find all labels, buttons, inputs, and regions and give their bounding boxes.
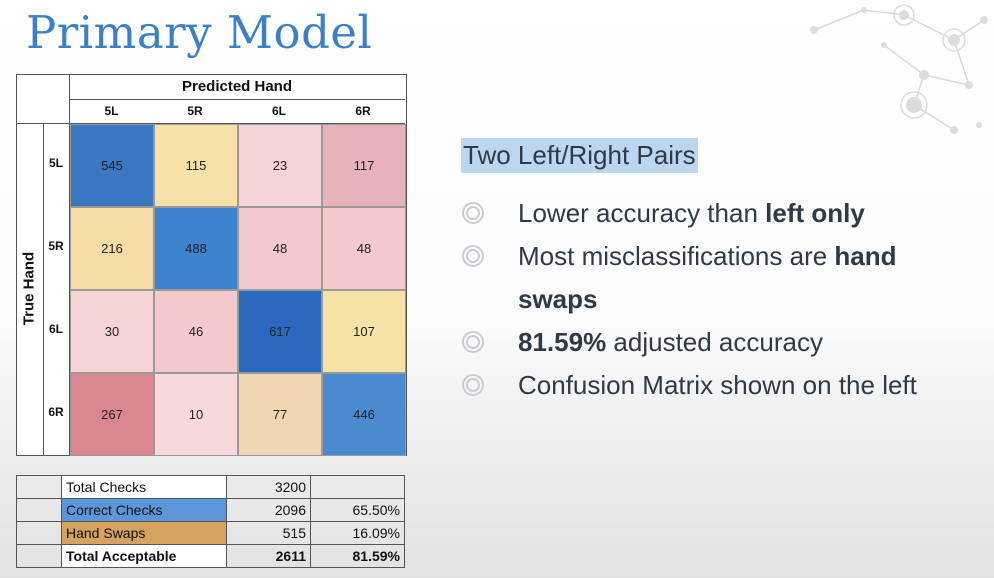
summary-pct <box>310 475 405 499</box>
col-label: 6R <box>355 104 371 118</box>
row-label: 6R <box>48 405 64 419</box>
matrix-cell: 77 <box>238 373 322 456</box>
table-row: Correct Checks 2096 65.50% <box>16 498 405 522</box>
confusion-matrix: Predicted Hand True Hand 5L 5R 6L 6R 5L … <box>16 74 407 456</box>
ring-bullet-icon <box>462 331 484 353</box>
summary-label: Correct Checks <box>61 498 227 522</box>
predicted-hand-header: Predicted Hand <box>181 78 293 95</box>
ring-bullet-icon <box>462 202 484 224</box>
matrix-cell: 545 <box>70 124 154 207</box>
row-label: 6L <box>48 322 63 336</box>
summary-count: 2611 <box>226 544 311 568</box>
summary-pct: 81.59% <box>310 544 405 568</box>
summary-label: Total Acceptable <box>61 544 227 568</box>
bullet-item: 81.59% adjusted accuracy <box>461 321 981 364</box>
matrix-cell: 488 <box>154 207 238 290</box>
row-label: 5R <box>48 239 64 253</box>
table-row: Hand Swaps 515 16.09% <box>16 521 405 545</box>
summary-count: 2096 <box>226 498 311 522</box>
summary-label: Total Checks <box>61 475 227 499</box>
matrix-cell: 117 <box>322 124 406 207</box>
matrix-cell: 446 <box>322 373 406 456</box>
summary-label: Hand Swaps <box>61 521 227 545</box>
matrix-cell: 617 <box>238 290 322 373</box>
table-row: Total Checks 3200 <box>16 475 405 499</box>
slide-title: Primary Model <box>26 6 373 59</box>
matrix-cell: 107 <box>322 290 406 373</box>
matrix-cell: 48 <box>322 207 406 290</box>
summary-pct: 65.50% <box>310 498 405 522</box>
bullet-item: Most misclassifications are hand swaps <box>461 235 981 321</box>
bullets-heading: Two Left/Right Pairs <box>461 138 698 173</box>
matrix-cell: 30 <box>70 290 154 373</box>
summary-table: Total Checks 3200 Correct Checks 2096 65… <box>16 475 405 568</box>
summary-pct: 16.09% <box>310 521 405 545</box>
matrix-cell: 23 <box>238 124 322 207</box>
summary-count: 3200 <box>226 475 311 499</box>
bullet-list: Lower accuracy than left only Most miscl… <box>461 192 981 407</box>
col-label: 5R <box>187 104 203 118</box>
table-row: Total Acceptable 2611 81.59% <box>16 544 405 568</box>
matrix-cell: 267 <box>70 373 154 456</box>
matrix-cell: 216 <box>70 207 154 290</box>
col-label: 6L <box>271 104 286 118</box>
matrix-cell: 46 <box>154 290 238 373</box>
network-decoration <box>810 4 988 134</box>
matrix-cell: 10 <box>154 373 238 456</box>
bullet-item: Confusion Matrix shown on the left <box>461 364 981 407</box>
bullet-item: Lower accuracy than left only <box>461 192 981 235</box>
matrix-cell: 48 <box>238 207 322 290</box>
matrix-cell: 115 <box>154 124 238 207</box>
row-label: 5L <box>48 156 63 170</box>
true-hand-header: True Hand <box>20 251 38 326</box>
summary-count: 515 <box>226 521 311 545</box>
ring-bullet-icon <box>462 245 484 267</box>
ring-bullet-icon <box>462 374 484 396</box>
col-label: 5L <box>104 104 119 118</box>
